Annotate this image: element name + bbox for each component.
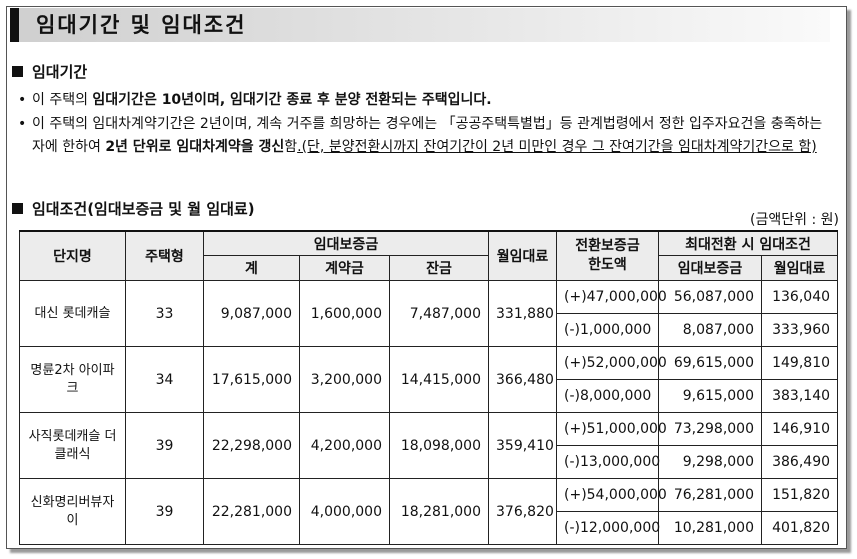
- bullet-text: 이 주택의: [32, 92, 93, 108]
- square-bullet-icon: [12, 66, 23, 77]
- cell-max-monthly-plus: 146,910: [760, 412, 839, 446]
- cell-complex-name: 신화명리버뷰자이: [19, 478, 126, 545]
- cell-monthly: 376,820: [488, 478, 557, 545]
- cell-max-deposit-plus: 56,087,000: [658, 280, 762, 314]
- bullet-text-suffix: 함: [284, 139, 298, 155]
- cell-max-monthly-minus: 333,960: [760, 313, 839, 347]
- cell-conversion-limit-plus: (+)54,000,000: [556, 478, 667, 512]
- cell-monthly: 331,880: [488, 280, 557, 347]
- cell-deposit-total: 22,281,000: [203, 478, 300, 545]
- cell-conversion-limit-plus: (+)52,000,000: [556, 346, 667, 380]
- cell-deposit-balance: 18,281,000: [389, 478, 489, 545]
- table-row: (-)1,000,000 8,087,000 333,960: [20, 313, 839, 347]
- bullet-bold-text: 2년 단위로 임대차계약을 갱신: [105, 139, 285, 155]
- cell-deposit-contract: 4,200,000: [299, 412, 390, 479]
- cell-complex-name: 사직롯데캐슬 더클래식: [19, 412, 126, 479]
- header-deposit: 임대보증금: [203, 230, 489, 256]
- header-deposit-total: 계: [203, 255, 300, 281]
- section-heading-rental-terms: 임대조건(임대보증금 및 월 임대료): [12, 199, 255, 219]
- header-complex: 단지명: [19, 230, 126, 281]
- cell-deposit-total: 22,298,000: [203, 412, 300, 479]
- cell-conversion-limit-minus: (-)8,000,000: [556, 379, 659, 413]
- cell-conversion-limit-plus: (+)51,000,000: [556, 412, 667, 446]
- cell-max-deposit-minus: 9,615,000: [658, 379, 762, 413]
- cell-complex-name: 대신 롯데캐슬: [19, 280, 126, 347]
- page-title: 임대기간 및 임대조건: [36, 13, 247, 37]
- header-type: 주택형: [125, 230, 204, 281]
- cell-complex-name: 명륜2차 아이파크: [19, 346, 126, 413]
- table-row: 사직롯데캐슬 더클래식 39 22,298,000 4,200,000 18,0…: [19, 412, 839, 479]
- cell-conversion-limit-minus: (-)12,000,000: [556, 511, 660, 545]
- currency-unit-note: (금액단위 : 원): [750, 212, 839, 228]
- header-deposit-contract: 계약금: [299, 255, 390, 281]
- cell-deposit-balance: 18,098,000: [389, 412, 489, 479]
- bullet-text: 이 주택의 임대차계약기간은 2년이며, 계속 거주를 희망하는 경우에는 「공…: [32, 116, 823, 155]
- header-deposit-balance: 잔금: [389, 255, 489, 281]
- cell-deposit-contract: 1,600,000: [299, 280, 390, 347]
- title-bar: 임대기간 및 임대조건: [10, 8, 830, 42]
- cell-max-deposit-plus: 69,615,000: [658, 346, 762, 380]
- table-row: (-)12,000,000 10,281,000 401,820: [20, 511, 839, 545]
- bullet-dot-icon: •: [18, 116, 27, 132]
- bullet-underlined-note: .(단, 분양전환시까지 잔여기간이 2년 미만인 경우 그 잔여기간을 임대차…: [297, 139, 817, 155]
- cell-type: 33: [125, 280, 204, 347]
- table-row: (-)8,000,000 9,615,000 383,140: [20, 379, 839, 413]
- title-accent-bar: [10, 8, 19, 42]
- table-row: 명륜2차 아이파크 34 17,615,000 3,200,000 14,415…: [19, 346, 839, 413]
- cell-deposit-total: 9,087,000: [203, 280, 300, 347]
- cell-type: 39: [125, 412, 204, 479]
- cell-type: 34: [125, 346, 204, 413]
- cell-max-deposit-minus: 9,298,000: [658, 445, 762, 479]
- section-heading-text: 임대조건(임대보증금 및 월 임대료): [32, 200, 255, 218]
- cell-max-monthly-minus: 386,490: [760, 445, 839, 479]
- bullet-contract-renewal: • 이 주택의 임대차계약기간은 2년이며, 계속 거주를 희망하는 경우에는 …: [18, 113, 834, 159]
- cell-deposit-contract: 4,000,000: [299, 478, 390, 545]
- bullet-rental-period: • 이 주택의 임대기간은 10년이며, 임대기간 종료 후 분양 전환되는 주…: [18, 89, 834, 112]
- cell-conversion-limit-minus: (-)13,000,000: [556, 445, 660, 479]
- table-row: 대신 롯데캐슬 33 9,087,000 1,600,000 7,487,000…: [19, 280, 839, 347]
- cell-max-deposit-plus: 73,298,000: [658, 412, 762, 446]
- header-conversion-limit-line1: 전환보증금: [575, 238, 640, 254]
- cell-deposit-contract: 3,200,000: [299, 346, 390, 413]
- cell-max-monthly-plus: 136,040: [760, 280, 839, 314]
- cell-max-monthly-minus: 401,820: [760, 511, 839, 545]
- header-max-conversion: 최대전환 시 임대조건: [657, 230, 839, 256]
- cell-deposit-balance: 7,487,000: [389, 280, 489, 347]
- section-heading-rental-period: 임대기간: [12, 62, 87, 82]
- cell-deposit-balance: 14,415,000: [389, 346, 489, 413]
- cell-monthly: 366,480: [488, 346, 557, 413]
- header-monthly: 월임대료: [488, 230, 557, 281]
- cell-max-deposit-minus: 8,087,000: [658, 313, 762, 347]
- cell-conversion-limit-minus: (-)1,000,000: [556, 313, 659, 347]
- cell-deposit-total: 17,615,000: [203, 346, 300, 413]
- cell-type: 39: [125, 478, 204, 545]
- cell-max-deposit-minus: 10,281,000: [658, 511, 762, 545]
- header-max-deposit: 임대보증금: [658, 255, 762, 281]
- header-conversion-limit-line2: 한도액: [588, 257, 627, 273]
- cell-monthly: 359,410: [488, 412, 557, 479]
- cell-conversion-limit-plus: (+)47,000,000: [556, 280, 667, 314]
- square-bullet-icon: [12, 203, 23, 214]
- bullet-dot-icon: •: [18, 92, 27, 108]
- cell-max-monthly-minus: 383,140: [760, 379, 839, 413]
- cell-max-monthly-plus: 149,810: [760, 346, 839, 380]
- table-row: 신화명리버뷰자이 39 22,281,000 4,000,000 18,281,…: [19, 478, 839, 545]
- header-max-monthly: 월임대료: [760, 255, 839, 281]
- cell-max-deposit-plus: 76,281,000: [658, 478, 762, 512]
- cell-max-monthly-plus: 151,820: [760, 478, 839, 512]
- rental-terms-table: 단지명 주택형 임대보증금 월임대료 전환보증금 한도액 최대전환 시 임대조건 …: [19, 230, 839, 545]
- section-heading-text: 임대기간: [32, 63, 88, 81]
- bullet-bold-text: 임대기간은 10년이며, 임대기간 종료 후 분양 전환되는 주택입니다.: [92, 92, 492, 108]
